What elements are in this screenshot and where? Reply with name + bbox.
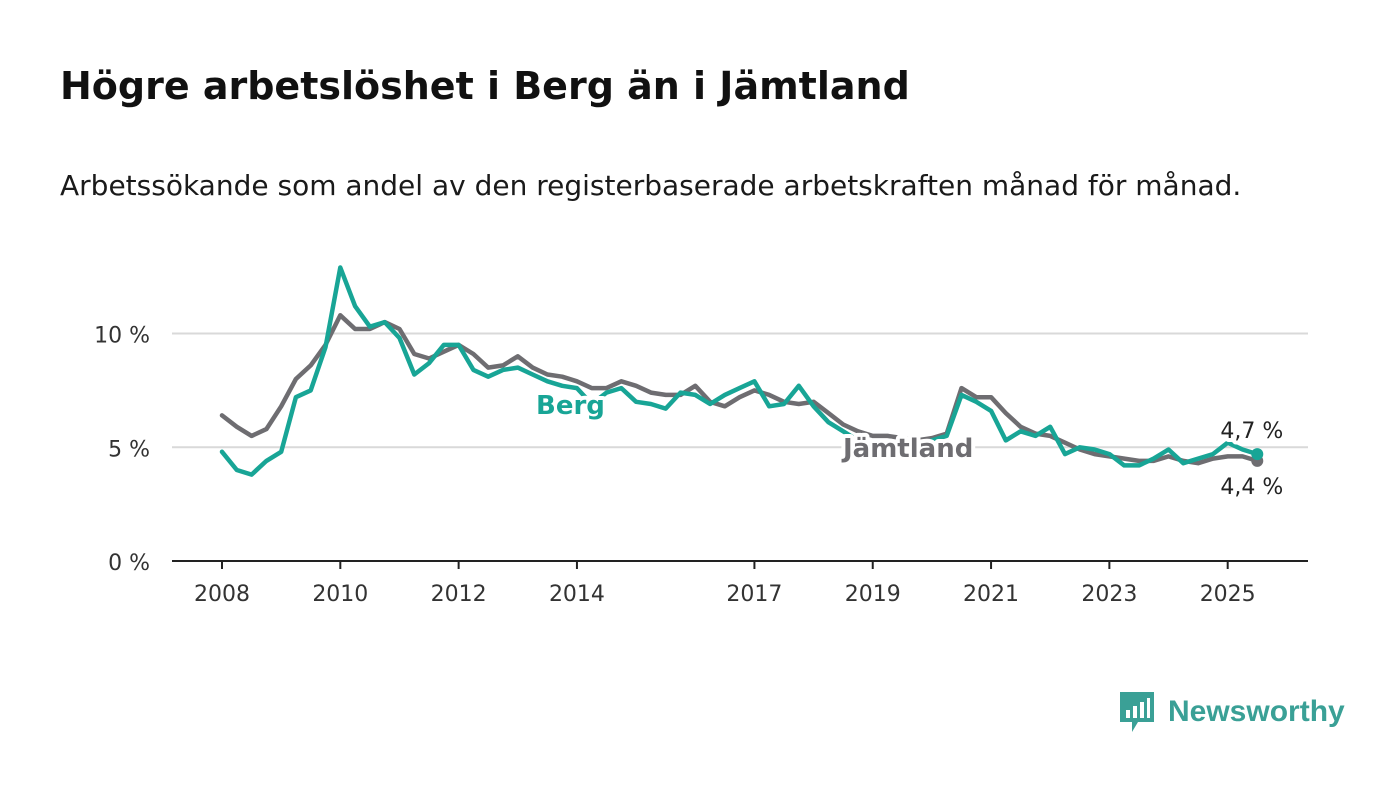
brand-name: Newsworthy [1168,695,1345,728]
end-value-label-berg: 4,7 % [1220,419,1283,444]
x-tick-label: 2010 [312,582,368,607]
series-line-jmtland [219,313,1260,466]
x-tick-label: 2021 [963,582,1019,607]
y-tick-label: 0 % [108,551,150,576]
series-line-berg [219,265,1260,477]
series-label-jamtland-halo: Jämtland [841,434,973,464]
y-axis-tick-labels: 0 % 5 % 10 % [94,324,150,577]
y-tick-label: 10 % [94,324,150,349]
end-value-label-berg-halo: 4,7 % [1220,419,1283,444]
series-end-dot [1251,448,1264,461]
end-value-label-jamtland-halo: 4,4 % [1220,475,1283,500]
end-value-label-jamtland: 4,4 % [1220,475,1283,500]
series-label-jamtland: Jämtland [841,434,973,464]
x-tick-label: 2014 [549,582,605,607]
y-tick-label: 5 % [108,437,150,462]
x-axis: 2008 2010 2012 2014 2017 2019 2021 2023 2025 [172,560,1308,607]
bar-chart-speech-bubble-icon [1120,692,1154,732]
grid-lines [172,332,1308,449]
series-lines [219,265,1264,477]
series-label-berg: Berg [536,391,605,421]
x-tick-label: 2019 [845,582,901,607]
x-tick-label: 2008 [194,582,250,607]
brand-logo: Newsworthy [1118,690,1345,734]
x-tick-label: 2023 [1081,582,1137,607]
series-label-berg-halo: Berg [536,391,605,421]
x-tick-label: 2012 [431,582,487,607]
x-tick-label: 2017 [726,582,782,607]
page-title: Högre arbetslöshet i Berg än i Jämtland [60,64,910,108]
page-subtitle: Arbetssökande som andel av den registerb… [60,169,1242,202]
x-tick-label: 2025 [1200,582,1256,607]
